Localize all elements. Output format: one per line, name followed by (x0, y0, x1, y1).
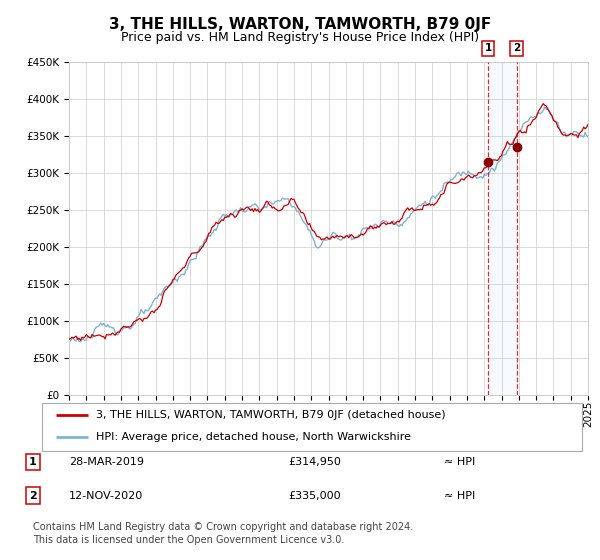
Text: 1: 1 (29, 457, 37, 467)
Text: 2: 2 (513, 43, 520, 53)
Text: £335,000: £335,000 (288, 491, 341, 501)
Text: ≈ HPI: ≈ HPI (444, 491, 475, 501)
Text: 1: 1 (485, 43, 492, 53)
Text: 12-NOV-2020: 12-NOV-2020 (69, 491, 143, 501)
Text: 28-MAR-2019: 28-MAR-2019 (69, 457, 144, 467)
Text: 3, THE HILLS, WARTON, TAMWORTH, B79 0JF: 3, THE HILLS, WARTON, TAMWORTH, B79 0JF (109, 17, 491, 32)
Bar (488, 62, 517, 395)
Text: Price paid vs. HM Land Registry's House Price Index (HPI): Price paid vs. HM Land Registry's House … (121, 31, 479, 44)
Text: Contains HM Land Registry data © Crown copyright and database right 2024.
This d: Contains HM Land Registry data © Crown c… (33, 522, 413, 545)
Text: 3, THE HILLS, WARTON, TAMWORTH, B79 0JF (detached house): 3, THE HILLS, WARTON, TAMWORTH, B79 0JF … (96, 410, 446, 420)
Text: HPI: Average price, detached house, North Warwickshire: HPI: Average price, detached house, Nort… (96, 432, 411, 442)
Text: ≈ HPI: ≈ HPI (444, 457, 475, 467)
Text: 2: 2 (29, 491, 37, 501)
Text: £314,950: £314,950 (288, 457, 341, 467)
FancyBboxPatch shape (42, 403, 582, 451)
